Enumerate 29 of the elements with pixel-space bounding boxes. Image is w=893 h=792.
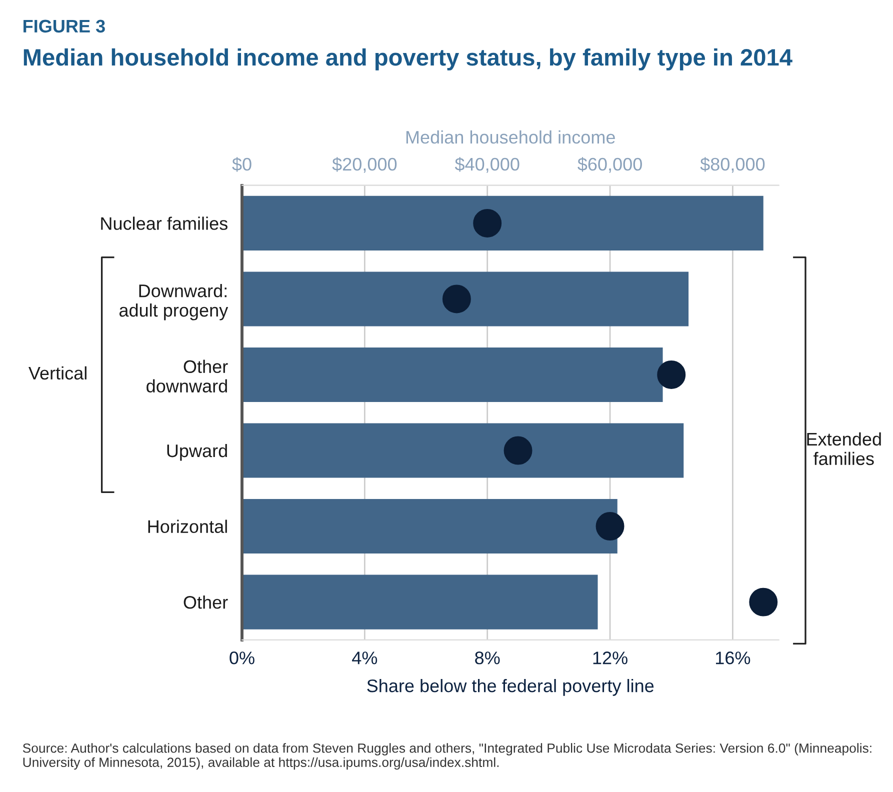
- x-tick-label: 16%: [716, 652, 750, 664]
- y-tick-label: Other downward: [146, 360, 228, 392]
- y-tick-label: Other: [184, 596, 228, 609]
- point: [504, 436, 532, 465]
- text: Extended families: [807, 432, 881, 466]
- x2-tick-label: $20,000: [332, 157, 397, 173]
- x-tick-label: 0%: [230, 652, 254, 664]
- text: FIGURE 3: [24, 20, 105, 33]
- point: [473, 208, 502, 238]
- source-note: Source: Author's calculations based on data from Steven Ruggles and others, "Integrated Public Use Microdata Series: Version 6.0" (Minneapolis: University of Minnesota, 2015), available at https://usa.ipums.org/usa/index.shtml.: [22, 743, 872, 770]
- x-tick-label: 8%: [475, 652, 500, 664]
- x2-axis-title: Median household income: [406, 130, 615, 144]
- chart-title: Median household income and poverty status, by family type in 2014: [24, 48, 792, 70]
- point: [657, 360, 686, 389]
- x2-tick-label: $0: [232, 157, 252, 172]
- y-tick-label: Downward: adult progeny: [119, 284, 228, 320]
- x2-tick-label: $80,000: [700, 157, 765, 173]
- x-tick-label: 12%: [593, 652, 628, 664]
- point: [749, 588, 778, 616]
- x-axis-title: Share below the federal poverty line: [367, 678, 654, 696]
- x2-tick-label: $40,000: [454, 157, 520, 173]
- y-tick-label: Horizontal: [148, 520, 227, 534]
- text: Vertical: [28, 366, 86, 380]
- x-tick-label: 4%: [352, 652, 378, 664]
- y-tick-label: Nuclear families: [101, 216, 228, 230]
- x2-tick-label: $60,000: [578, 157, 642, 173]
- point: [596, 512, 624, 541]
- y-tick-label: Upward: [167, 444, 227, 461]
- point: [442, 284, 471, 314]
